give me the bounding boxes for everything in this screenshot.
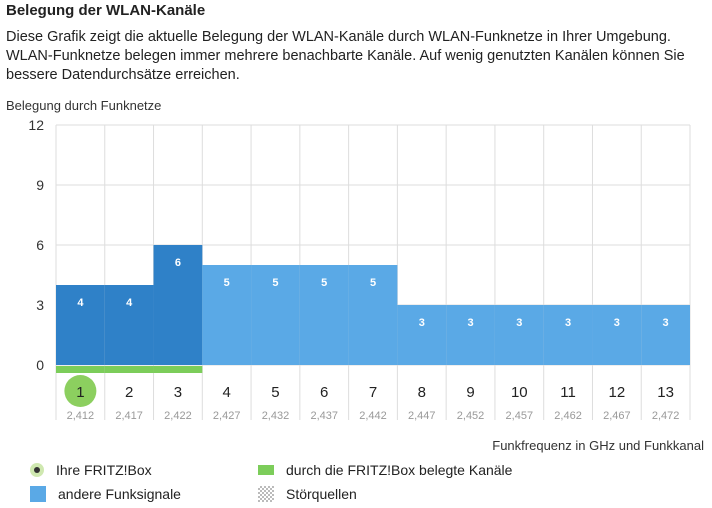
legend-label: Ihre FRITZ!Box — [56, 462, 152, 478]
page-title: Belegung der WLAN-Kanäle — [6, 2, 206, 19]
channel-tick-label: 6 — [320, 384, 328, 401]
bar-value-label: 5 — [370, 277, 376, 289]
channel-tick-label: 9 — [466, 384, 474, 401]
channel-tick-label: 12 — [609, 384, 626, 401]
bar-channel-6 — [299, 265, 349, 365]
page-description: Diese Grafik zeigt die aktuelle Belegung… — [6, 29, 685, 83]
legend-label: Störquellen — [286, 486, 357, 502]
legend-label: andere Funksignale — [58, 486, 181, 502]
legend-item-other-signals: andere Funksignale — [30, 486, 181, 502]
bar-channel-5 — [251, 265, 300, 365]
bar-value-label: 3 — [467, 317, 473, 329]
x-axis-label: Funkfrequenz in GHz und Funkkanal — [492, 438, 704, 453]
frequency-tick-label: 2,437 — [310, 410, 338, 422]
bar-value-label: 5 — [321, 277, 327, 289]
channel-tick-label: 8 — [418, 384, 426, 401]
bar-value-label: 4 — [126, 297, 133, 309]
blue-square-icon — [30, 486, 46, 502]
bar-channel-9 — [446, 305, 495, 365]
y-tick-label: 12 — [28, 117, 44, 133]
frequency-tick-label: 2,422 — [164, 410, 192, 422]
fritzbox-marker-icon — [30, 463, 44, 477]
bar-value-label: 5 — [224, 277, 230, 289]
bar-value-label: 6 — [175, 257, 181, 269]
frequency-tick-label: 2,452 — [457, 410, 485, 422]
y-axis-label: Belegung durch Funknetze — [6, 98, 162, 113]
bar-channel-1 — [56, 285, 105, 365]
channel-tick-label: 3 — [174, 384, 182, 401]
used-channel-strip — [56, 366, 105, 373]
frequency-tick-label: 2,427 — [213, 410, 241, 422]
frequency-tick-label: 2,447 — [408, 410, 436, 422]
bar-channel-3 — [153, 245, 203, 365]
channel-tick-label: 1 — [76, 384, 84, 401]
bar-channel-12 — [592, 305, 642, 365]
bar-value-label: 3 — [516, 317, 522, 329]
bar-channel-8 — [397, 305, 447, 365]
bar-value-label: 3 — [614, 317, 620, 329]
used-channel-strip — [104, 366, 154, 373]
frequency-tick-label: 2,472 — [652, 410, 680, 422]
frequency-tick-label: 2,457 — [506, 410, 534, 422]
legend-item-fritzbox: Ihre FRITZ!Box — [30, 462, 152, 478]
channel-tick-label: 2 — [125, 384, 133, 401]
frequency-tick-label: 2,417 — [115, 410, 143, 422]
bar-channel-4 — [202, 265, 252, 365]
frequency-tick-label: 2,467 — [603, 410, 631, 422]
channel-tick-label: 4 — [223, 384, 231, 401]
bar-channel-10 — [494, 305, 544, 365]
y-tick-label: 3 — [36, 297, 44, 313]
bar-value-label: 3 — [419, 317, 425, 329]
channel-tick-label: 7 — [369, 384, 377, 401]
y-tick-label: 6 — [36, 237, 44, 253]
used-channel-strip — [153, 366, 203, 373]
bar-channel-13 — [641, 305, 690, 365]
channel-tick-label: 10 — [511, 384, 528, 401]
bar-value-label: 3 — [663, 317, 669, 329]
legend-item-used-channels: durch die FRITZ!Box belegte Kanäle — [258, 462, 512, 478]
y-tick-label: 9 — [36, 177, 44, 193]
bar-channel-2 — [104, 285, 154, 365]
legend-item-interference: Störquellen — [258, 486, 357, 502]
channel-occupancy-chart: 0 3 6 9 12 4 4 6 5 5 5 5 3 3 3 3 3 3 1 2,412 2 2,417 3 2,422 4 2,… — [28, 117, 691, 422]
bar-value-label: 5 — [272, 277, 278, 289]
checker-pattern-icon — [258, 486, 274, 502]
frequency-tick-label: 2,412 — [67, 410, 95, 422]
bar-channel-11 — [543, 305, 593, 365]
frequency-tick-label: 2,462 — [554, 410, 582, 422]
bar-channel-7 — [348, 265, 398, 365]
y-tick-label: 0 — [36, 357, 44, 373]
green-strip-icon — [258, 465, 274, 475]
channel-tick-label: 11 — [560, 384, 576, 401]
channel-tick-label: 5 — [271, 384, 279, 401]
channel-tick-label: 13 — [657, 384, 674, 401]
legend-label: durch die FRITZ!Box belegte Kanäle — [286, 462, 513, 478]
bar-value-label: 4 — [77, 297, 84, 309]
frequency-tick-label: 2,442 — [359, 410, 387, 422]
fritzbox-channel-marker — [64, 375, 97, 407]
bar-value-label: 3 — [565, 317, 571, 329]
frequency-tick-label: 2,432 — [262, 410, 290, 422]
